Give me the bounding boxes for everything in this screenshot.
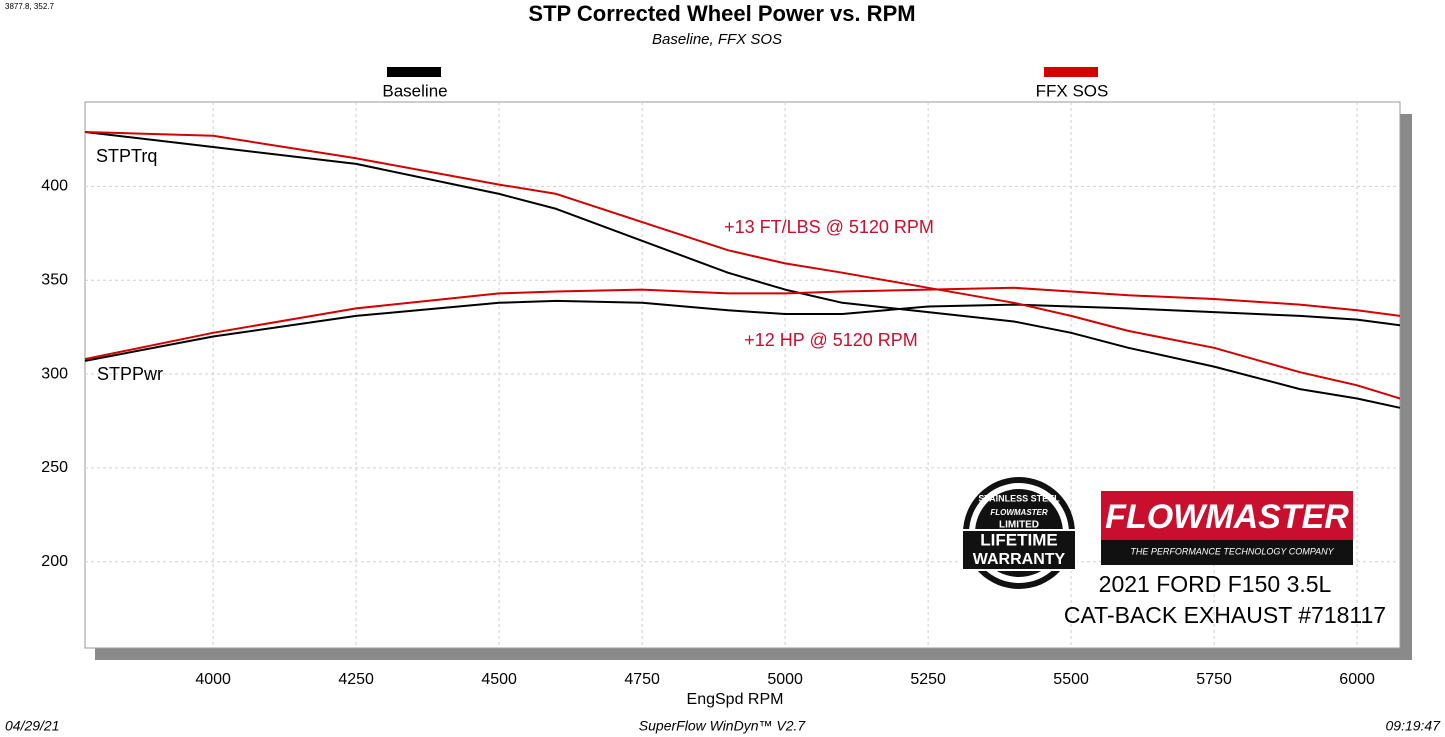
badge-text: LIFETIME <box>980 530 1057 549</box>
x-tick-label: 4750 <box>624 671 660 688</box>
y-tick-label: 400 <box>41 178 68 195</box>
power-line <box>84 299 1401 362</box>
warranty-badge: STAINLESS STEEL FLOWMASTER LIMITED LIFET… <box>961 477 1077 589</box>
legend-label: Baseline <box>382 81 447 100</box>
badge-text: FLOWMASTER <box>990 508 1048 517</box>
footer-date: 04/29/21 <box>5 718 60 734</box>
badge-text: WARRANTY <box>973 551 1066 568</box>
annotation: +13 FT/LBS @ 5120 RPM <box>724 217 934 237</box>
x-tick-label: 4500 <box>481 671 517 688</box>
curve-label: STPTrq <box>96 146 157 166</box>
x-tick-label: 6000 <box>1339 671 1375 688</box>
vehicle-text: 2021 FORD F150 3.5L <box>1099 571 1332 597</box>
torque-line <box>84 131 1401 400</box>
curve-label: STPPwr <box>97 364 163 384</box>
y-tick-label: 350 <box>41 271 68 288</box>
chart-title: STP Corrected Wheel Power vs. RPM <box>528 1 915 26</box>
badge-text: LIMITED <box>999 520 1039 531</box>
flowmaster-logo: FLOWMASTER THE PERFORMANCE TECHNOLOGY CO… <box>1101 491 1353 565</box>
chart-subtitle: Baseline, FFX SOS <box>652 31 782 48</box>
vehicle-text: CAT-BACK EXHAUST #718117 <box>1064 602 1386 628</box>
y-tick-label: 300 <box>41 365 68 382</box>
x-tick-label: 4000 <box>195 671 231 688</box>
legend-swatch <box>1044 67 1098 77</box>
x-axis-label: EngSpd RPM <box>687 691 784 708</box>
logo-tagline: THE PERFORMANCE TECHNOLOGY COMPANY <box>1130 546 1334 556</box>
y-tick-label: 200 <box>41 553 68 570</box>
legend-swatch <box>387 67 441 77</box>
legend-label: FFX SOS <box>1036 81 1109 100</box>
cursor-readout: 3877.8, 352.7 <box>5 2 54 11</box>
x-tick-label: 4250 <box>338 671 374 688</box>
torque-line <box>84 131 1401 409</box>
footer-time: 09:19:47 <box>1386 718 1442 734</box>
x-tick-label: 5000 <box>767 671 803 688</box>
annotation: +12 HP @ 5120 RPM <box>744 330 918 350</box>
y-tick-label: 250 <box>41 459 68 476</box>
x-tick-label: 5750 <box>1196 671 1232 688</box>
plot-area <box>84 101 1401 649</box>
x-tick-label: 5250 <box>910 671 946 688</box>
footer-software: SuperFlow WinDyn™ V2.7 <box>639 718 807 734</box>
x-tick-label: 5500 <box>1053 671 1089 688</box>
power-line <box>84 286 1401 361</box>
badge-text: STAINLESS STEEL <box>978 493 1060 503</box>
logo-text: FLOWMASTER <box>1105 498 1349 536</box>
